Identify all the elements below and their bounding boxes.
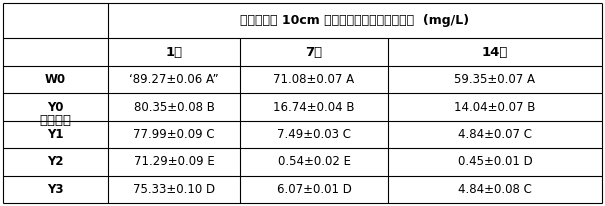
Text: Y0: Y0 [47, 101, 64, 114]
Text: 77.99±0.09 C: 77.99±0.09 C [133, 128, 215, 141]
Text: 表层土壤下 10cm 处土壤溶液中三价砷的浓度  (mg/L): 表层土壤下 10cm 处土壤溶液中三价砷的浓度 (mg/L) [240, 14, 469, 27]
Text: 16.74±0.04 B: 16.74±0.04 B [273, 101, 355, 114]
Text: Y2: Y2 [47, 155, 64, 168]
Text: 6.07±0.01 D: 6.07±0.01 D [276, 183, 352, 196]
Text: 7.49±0.03 C: 7.49±0.03 C [277, 128, 351, 141]
Text: Y3: Y3 [47, 183, 64, 196]
Text: W0: W0 [45, 73, 66, 86]
Text: 0.45±0.01 D: 0.45±0.01 D [457, 155, 532, 168]
Text: 59.35±0.07 A: 59.35±0.07 A [454, 73, 535, 86]
Text: Y1: Y1 [47, 128, 64, 141]
Text: 4.84±0.08 C: 4.84±0.08 C [458, 183, 532, 196]
Text: 14.04±0.07 B: 14.04±0.07 B [454, 101, 535, 114]
Text: 0.54±0.02 E: 0.54±0.02 E [278, 155, 350, 168]
Text: 7天: 7天 [306, 46, 322, 59]
Text: 80.35±0.08 B: 80.35±0.08 B [134, 101, 214, 114]
Text: 实验组别: 实验组别 [39, 114, 71, 127]
Text: 71.29±0.09 E: 71.29±0.09 E [134, 155, 214, 168]
Text: 71.08±0.07 A: 71.08±0.07 A [273, 73, 355, 86]
Text: 14天: 14天 [482, 46, 508, 59]
Text: ‘89.27±0.06 A”: ‘89.27±0.06 A” [129, 73, 219, 86]
Text: 4.84±0.07 C: 4.84±0.07 C [458, 128, 532, 141]
Text: 75.33±0.10 D: 75.33±0.10 D [133, 183, 215, 196]
Text: 1天: 1天 [165, 46, 183, 59]
